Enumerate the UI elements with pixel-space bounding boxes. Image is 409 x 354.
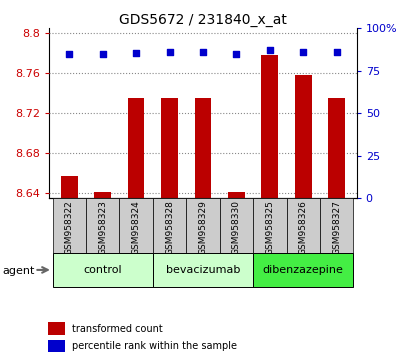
Bar	[286, 198, 319, 253]
Text: control: control	[83, 265, 122, 275]
Title: GDS5672 / 231840_x_at: GDS5672 / 231840_x_at	[119, 13, 286, 27]
Bar	[119, 198, 153, 253]
Point	[299, 49, 306, 55]
Bar	[153, 253, 252, 287]
Bar	[186, 198, 219, 253]
Text: agent: agent	[2, 266, 34, 276]
Point	[99, 51, 106, 57]
Point	[166, 49, 172, 55]
Text: bevacizumab: bevacizumab	[165, 265, 240, 275]
Bar	[328, 98, 344, 198]
Text: GSM958324: GSM958324	[131, 200, 140, 255]
Bar	[261, 55, 277, 198]
Bar	[86, 198, 119, 253]
Bar	[294, 75, 311, 198]
Bar	[252, 253, 353, 287]
Bar	[61, 176, 77, 198]
Bar	[161, 98, 178, 198]
Bar	[153, 198, 186, 253]
Text: GSM958323: GSM958323	[98, 200, 107, 255]
Text: GSM958325: GSM958325	[265, 200, 274, 255]
Point	[199, 49, 206, 55]
Text: GSM958327: GSM958327	[331, 200, 340, 255]
Bar	[227, 192, 244, 198]
Text: GSM958330: GSM958330	[231, 200, 240, 255]
Bar	[94, 192, 111, 198]
Bar	[52, 253, 153, 287]
Bar	[128, 98, 144, 198]
Bar	[48, 322, 65, 335]
Point	[266, 47, 272, 53]
Text: transformed count: transformed count	[72, 324, 163, 333]
Text: GSM958328: GSM958328	[165, 200, 173, 255]
Point	[333, 49, 339, 55]
Text: GSM958329: GSM958329	[198, 200, 207, 255]
Point	[233, 51, 239, 57]
Text: percentile rank within the sample: percentile rank within the sample	[72, 341, 237, 351]
Point	[133, 50, 139, 56]
Text: GSM958326: GSM958326	[298, 200, 307, 255]
Bar	[252, 198, 286, 253]
Point	[66, 51, 72, 57]
Bar	[48, 340, 65, 352]
Text: dibenzazepine: dibenzazepine	[262, 265, 343, 275]
Bar	[194, 98, 211, 198]
Bar	[52, 198, 86, 253]
Bar	[219, 198, 252, 253]
Bar	[319, 198, 353, 253]
Text: GSM958322: GSM958322	[65, 200, 74, 255]
